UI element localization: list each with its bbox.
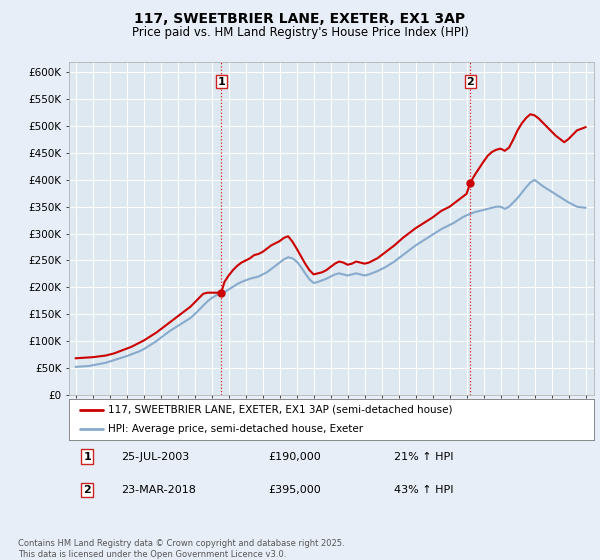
Text: £190,000: £190,000: [269, 451, 321, 461]
Text: 117, SWEETBRIER LANE, EXETER, EX1 3AP (semi-detached house): 117, SWEETBRIER LANE, EXETER, EX1 3AP (s…: [109, 405, 453, 415]
Text: 1: 1: [217, 77, 225, 87]
Text: 117, SWEETBRIER LANE, EXETER, EX1 3AP: 117, SWEETBRIER LANE, EXETER, EX1 3AP: [134, 12, 466, 26]
Text: 2: 2: [83, 485, 91, 495]
Text: £395,000: £395,000: [269, 485, 321, 495]
Text: Price paid vs. HM Land Registry's House Price Index (HPI): Price paid vs. HM Land Registry's House …: [131, 26, 469, 39]
Text: 43% ↑ HPI: 43% ↑ HPI: [395, 485, 454, 495]
Text: Contains HM Land Registry data © Crown copyright and database right 2025.
This d: Contains HM Land Registry data © Crown c…: [18, 539, 344, 559]
Text: 21% ↑ HPI: 21% ↑ HPI: [395, 451, 454, 461]
Text: 23-MAR-2018: 23-MAR-2018: [121, 485, 196, 495]
Text: HPI: Average price, semi-detached house, Exeter: HPI: Average price, semi-detached house,…: [109, 423, 364, 433]
Text: 1: 1: [83, 451, 91, 461]
Text: 2: 2: [466, 77, 474, 87]
Text: 25-JUL-2003: 25-JUL-2003: [121, 451, 190, 461]
